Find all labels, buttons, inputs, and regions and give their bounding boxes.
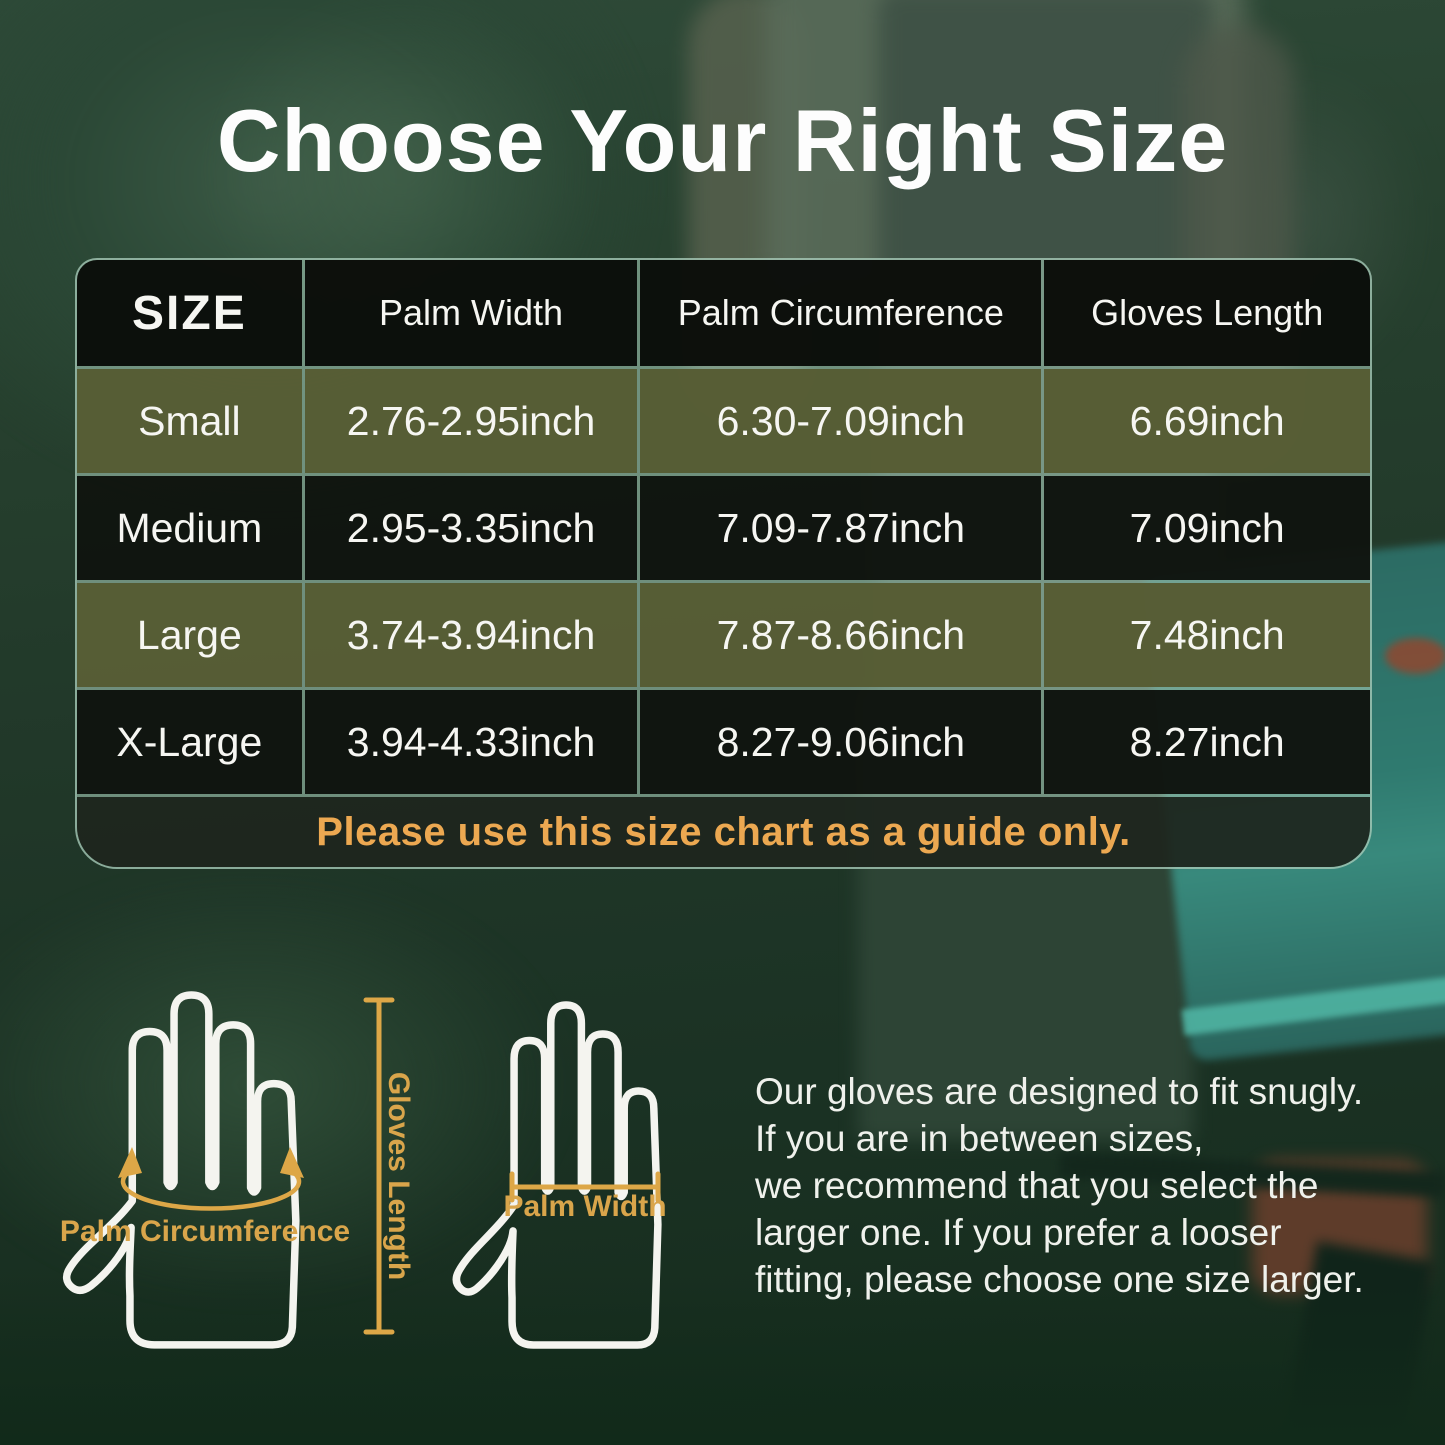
header-gloves-length: Gloves Length: [1044, 260, 1370, 366]
cell-medium-palm-width: 2.95-3.35inch: [304, 476, 638, 580]
cell-large-palm-width: 3.74-3.94inch: [304, 583, 638, 687]
left-hand-outline: [67, 995, 296, 1345]
header-palm-width: Palm Width: [304, 260, 638, 366]
cell-small-palm-circumference: 6.30-7.09inch: [640, 369, 1042, 473]
page-title: Choose Your Right Size: [216, 91, 1229, 190]
gloves-length-ruler: [363, 997, 395, 1335]
cell-small-palm-width: 2.76-2.95inch: [304, 369, 638, 473]
cell-xlarge-palm-width: 3.94-4.33inch: [304, 690, 638, 794]
palm-circumference-arrow: [118, 1147, 304, 1211]
cell-large-palm-circumference: 7.87-8.66inch: [640, 583, 1042, 687]
cell-large-gloves-length: 7.48inch: [1044, 583, 1370, 687]
arrowhead-right: [280, 1147, 304, 1178]
cell-small-gloves-length: 6.69inch: [1044, 369, 1370, 473]
size-table: SIZE Palm Width Palm Circumference Glove…: [77, 260, 1370, 794]
cell-medium-gloves-length: 7.09inch: [1044, 476, 1370, 580]
palm-width-ruler: [509, 1171, 661, 1203]
hand-measurement-diagram: [40, 980, 720, 1368]
arrowhead-left: [118, 1147, 142, 1178]
fit-advice-line: we recommend that you select the: [755, 1165, 1319, 1206]
grass-shadow: [0, 1275, 1445, 1445]
header-size: SIZE: [77, 260, 302, 366]
cell-xlarge-gloves-length: 8.27inch: [1044, 690, 1370, 794]
fit-advice-line: larger one. If you prefer a looser: [755, 1212, 1282, 1253]
cell-large-size: Large: [77, 583, 302, 687]
cell-medium-size: Medium: [77, 476, 302, 580]
size-chart-note: Please use this size chart as a guide on…: [77, 797, 1370, 867]
cell-medium-palm-circumference: 7.09-7.87inch: [640, 476, 1042, 580]
gloves-length-label: Gloves Length: [382, 1071, 415, 1281]
cell-xlarge-palm-circumference: 8.27-9.06inch: [640, 690, 1042, 794]
fit-advice-line: fitting, please choose one size larger.: [755, 1259, 1364, 1300]
fit-advice-line: Our gloves are designed to fit snugly.: [755, 1071, 1364, 1112]
cell-small-size: Small: [77, 369, 302, 473]
cell-xlarge-size: X-Large: [77, 690, 302, 794]
fit-advice-line: If you are in between sizes,: [755, 1118, 1204, 1159]
cart-knob: [1385, 638, 1445, 674]
size-chart: SIZE Palm Width Palm Circumference Glove…: [75, 258, 1372, 869]
right-hand-outline: [456, 1005, 658, 1345]
palm-width-label: Palm Width: [503, 1190, 667, 1223]
header-palm-circumference: Palm Circumference: [640, 260, 1042, 366]
palm-circumference-label: Palm Circumference: [59, 1215, 351, 1248]
fit-advice-text: Our gloves are designed to fit snugly. I…: [755, 1068, 1415, 1303]
note-text: Please use this size chart as a guide on…: [316, 809, 1131, 854]
